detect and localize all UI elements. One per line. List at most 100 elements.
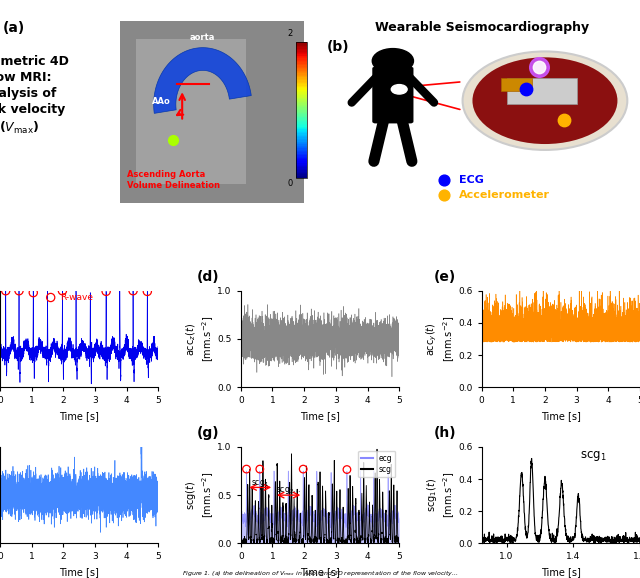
Bar — [296, 69, 307, 71]
X-axis label: Time [s]: Time [s] — [60, 411, 99, 421]
Bar — [296, 106, 307, 108]
Bar — [296, 144, 307, 146]
Point — [5, 293, 15, 302]
Bar — [296, 143, 307, 144]
Point — [438, 176, 449, 185]
Bar — [296, 155, 307, 157]
Point — [168, 136, 178, 145]
Text: scg$_1$: scg$_1$ — [580, 450, 607, 464]
X-axis label: Time [s]: Time [s] — [300, 411, 340, 421]
Bar — [296, 64, 307, 65]
Bar — [296, 124, 307, 125]
Circle shape — [472, 57, 618, 144]
Text: aorta: aorta — [190, 33, 216, 42]
Bar — [296, 154, 307, 155]
Bar — [296, 136, 307, 138]
Bar — [296, 172, 307, 173]
X-axis label: Time [s]: Time [s] — [541, 567, 580, 577]
Bar — [296, 105, 307, 106]
Y-axis label: $\mathrm{acc}_y(\mathit{t})$
[mm.s$^{-2}$]: $\mathrm{acc}_y(\mathit{t})$ [mm.s$^{-2}… — [424, 316, 457, 362]
Text: (h): (h) — [434, 427, 457, 440]
Y-axis label: $\mathrm{acc}_z(\mathit{t})$
[mm.s$^{-2}$]: $\mathrm{acc}_z(\mathit{t})$ [mm.s$^{-2}… — [184, 316, 216, 362]
Bar — [296, 116, 307, 117]
Bar — [296, 87, 307, 88]
Bar — [296, 174, 307, 176]
Bar — [296, 165, 307, 166]
Polygon shape — [154, 47, 252, 113]
Bar — [296, 164, 307, 165]
Bar — [296, 121, 307, 123]
X-axis label: Time [s]: Time [s] — [300, 567, 340, 577]
Point — [298, 465, 308, 474]
Bar — [296, 112, 307, 113]
Bar — [296, 142, 307, 143]
Bar — [296, 43, 307, 45]
Y-axis label: $\mathrm{scg}(\mathit{t})$
[mm.s$^{-2}$]: $\mathrm{scg}(\mathit{t})$ [mm.s$^{-2}$] — [184, 472, 216, 518]
Bar — [296, 113, 307, 114]
Bar — [296, 83, 307, 84]
Circle shape — [372, 49, 413, 73]
Bar — [296, 92, 307, 94]
Bar — [296, 138, 307, 139]
Bar — [296, 51, 307, 53]
Bar — [296, 160, 307, 161]
Bar — [296, 134, 307, 135]
Bar — [296, 79, 307, 80]
Bar — [296, 139, 307, 140]
Bar — [296, 68, 307, 69]
Bar — [296, 62, 307, 64]
Bar — [296, 110, 307, 112]
Point — [534, 62, 544, 71]
Bar — [296, 54, 307, 55]
Text: ECG: ECG — [460, 175, 484, 185]
Bar — [296, 108, 307, 109]
Bar — [296, 42, 307, 43]
Circle shape — [391, 84, 407, 94]
Bar — [296, 77, 307, 79]
Bar — [296, 75, 307, 76]
Text: (d): (d) — [196, 270, 219, 284]
Bar — [296, 55, 307, 57]
Bar — [296, 176, 307, 177]
Bar — [296, 66, 307, 68]
Bar — [136, 39, 246, 184]
Bar — [296, 140, 307, 142]
Bar — [296, 73, 307, 75]
Point — [14, 286, 24, 295]
X-axis label: Time [s]: Time [s] — [541, 411, 580, 421]
Bar — [296, 53, 307, 54]
Text: Ascending Aorta
Volume Delineation: Ascending Aorta Volume Delineation — [127, 171, 220, 190]
Bar — [296, 88, 307, 90]
Bar — [296, 60, 307, 61]
Point — [559, 115, 569, 124]
Text: 0: 0 — [288, 179, 293, 188]
Bar — [296, 118, 307, 120]
Bar — [120, 21, 304, 203]
Bar — [296, 161, 307, 162]
Bar — [296, 101, 307, 102]
Bar — [296, 76, 307, 77]
Bar — [296, 49, 307, 50]
Text: R-wave: R-wave — [60, 293, 93, 302]
Bar — [500, 78, 532, 91]
Bar — [296, 65, 307, 66]
Bar — [296, 132, 307, 134]
Bar — [296, 169, 307, 170]
Bar — [296, 120, 307, 121]
Bar — [296, 50, 307, 51]
Bar — [296, 90, 307, 91]
Text: scg$_1$: scg$_1$ — [252, 477, 269, 488]
Bar — [296, 168, 307, 169]
Bar — [296, 170, 307, 172]
Bar — [507, 78, 577, 105]
Bar — [296, 129, 307, 131]
Bar — [296, 128, 307, 129]
Bar — [296, 47, 307, 49]
Point — [438, 191, 449, 200]
Bar — [296, 98, 307, 99]
Bar — [296, 157, 307, 158]
Bar — [296, 102, 307, 103]
Point — [521, 85, 531, 94]
Bar — [296, 97, 307, 98]
Text: Wearable Seismocardiography: Wearable Seismocardiography — [374, 21, 589, 34]
